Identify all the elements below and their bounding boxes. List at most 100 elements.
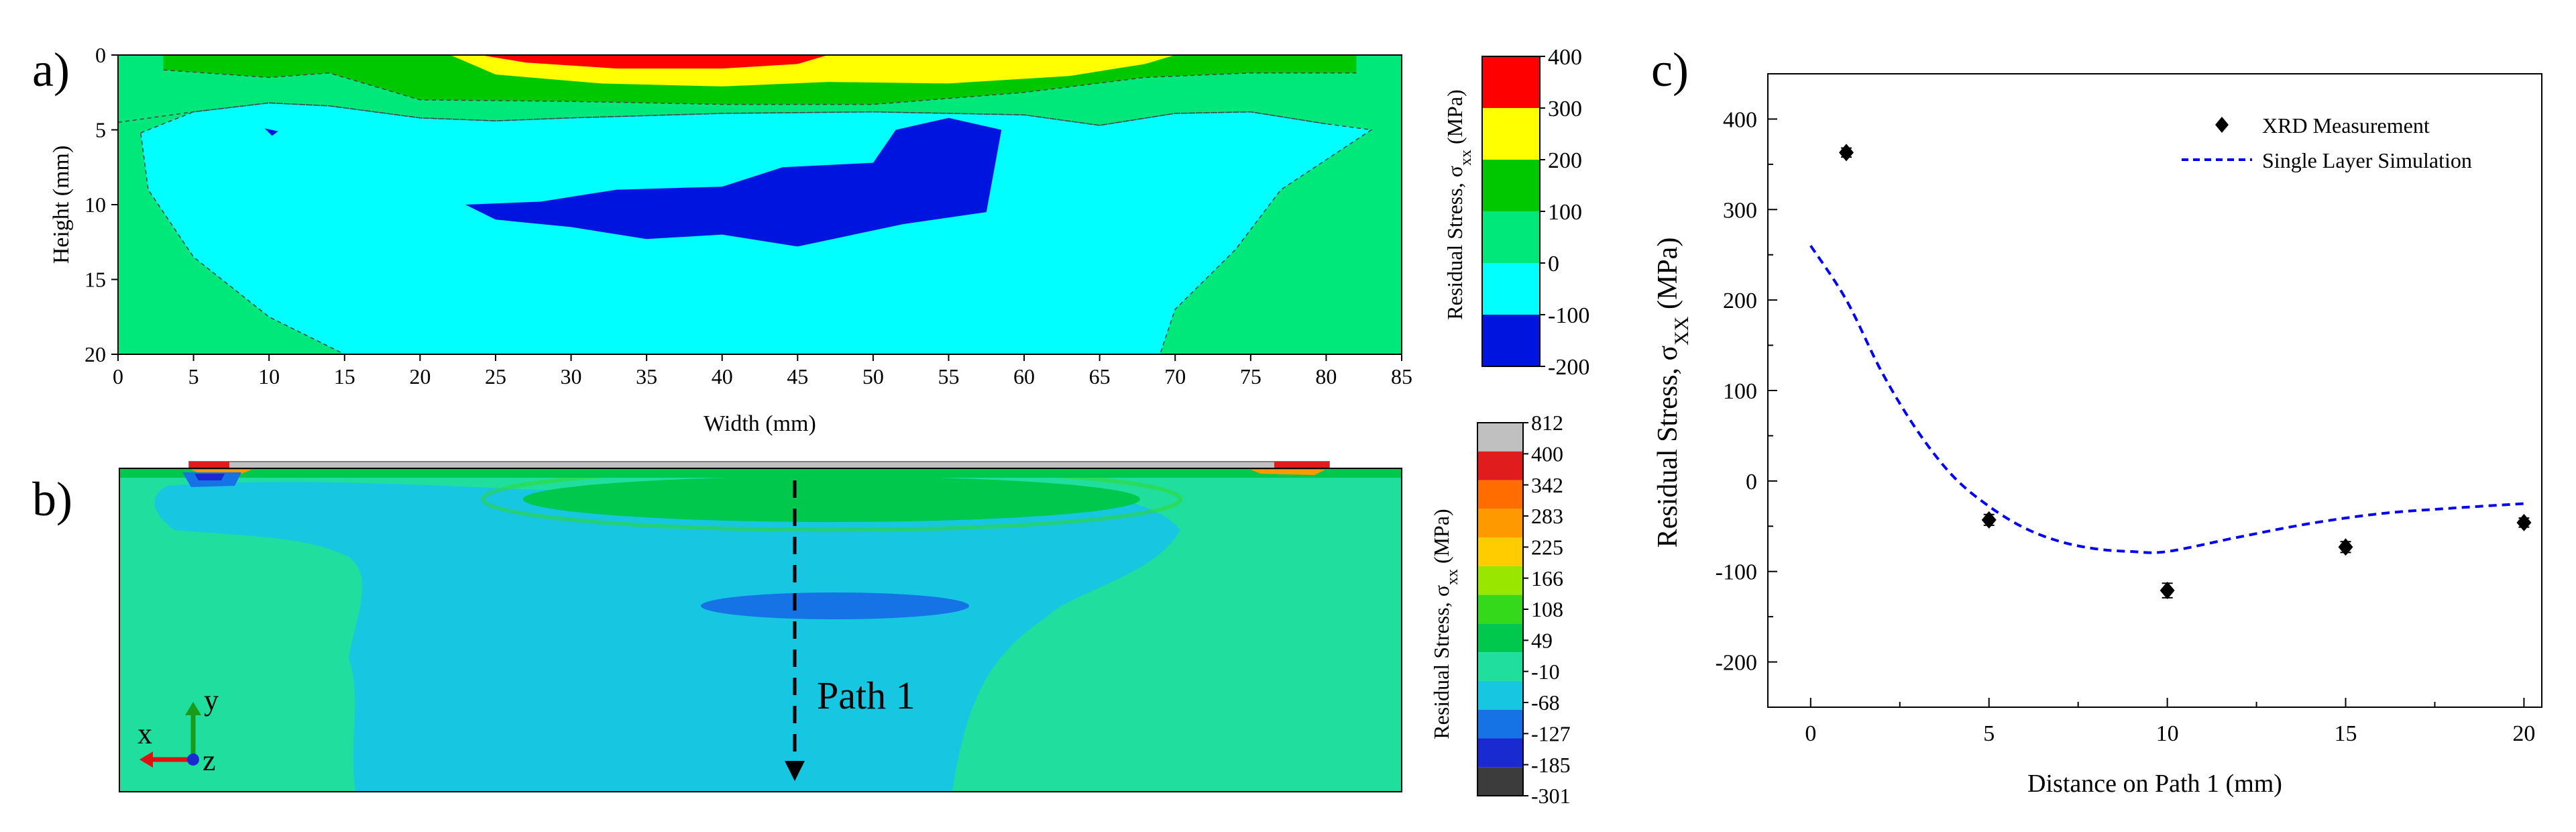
panel-c-label: c): [1651, 43, 1689, 97]
panel-a-x-tick-label: 50: [862, 364, 884, 388]
colorbar-a-tick-label: 300: [1548, 97, 1582, 121]
contour-a-region-speck: [264, 128, 278, 136]
contour-a-region-low: [465, 117, 1002, 247]
panel-c-plot: [1809, 144, 2532, 600]
panel-a-x-tick-label: 15: [334, 364, 355, 388]
panel-a-x-tick-label: 85: [1391, 364, 1412, 388]
colorbar-a-tick-label: -200: [1548, 355, 1589, 380]
panel-b-frame: [119, 468, 1402, 792]
colorbar-b-tick-label: 166: [1531, 566, 1563, 590]
panel-a: 0 5 10 15 20 25 30 35 40 45 50 55 60 65 70 75 80 85 0 5 10 1…: [49, 43, 1412, 436]
panel-a-x-tick-label: 0: [113, 364, 123, 388]
simulation-line: [1809, 245, 2524, 554]
colorbar-b-swatch: [1477, 767, 1523, 796]
panel-c-x-tick-label: 5: [1983, 721, 1995, 746]
colorbar-b-tick-label: -301: [1531, 784, 1571, 808]
panel-c-y-tick-label: 300: [1723, 198, 1757, 223]
colorbar-a-tick-label: 200: [1548, 148, 1582, 173]
colorbar-b-swatch: [1477, 652, 1523, 681]
colorbar-b-tick-label: -185: [1531, 753, 1571, 777]
panel-c: 0 5 10 15 20 -200 -100 0 100 200 300 400 Distance o…: [1653, 73, 2542, 798]
panel-c-y-tick-label: 400: [1723, 107, 1757, 132]
colorbar-b-tick-label: -68: [1531, 690, 1560, 715]
panel-b-label: b): [32, 472, 72, 526]
panel-a-x-tick-label: 70: [1164, 364, 1186, 388]
colorbar-a-tick-label: 400: [1548, 45, 1582, 70]
panel-a-contour-regions: [118, 55, 1374, 354]
colorbar-b-tick-label: 283: [1531, 504, 1563, 528]
panel-c-y-tick-label: -200: [1716, 651, 1757, 676]
colorbar-a-swatch: [1482, 315, 1540, 366]
colorbar-a-label: Residual Stress, σxx (MPa): [1443, 89, 1475, 319]
panel-a-x-tick-label: 80: [1315, 364, 1337, 388]
panel-a-y-axis: 0 5 10 15 20: [85, 43, 118, 366]
colorbar-a-tick-label: 0: [1548, 252, 1559, 276]
panel-c-x-tick-label: 10: [2156, 721, 2179, 746]
panel-a-x-tick-label: 5: [188, 364, 199, 388]
contour-a-line-0: [118, 102, 1327, 126]
triad-y-arrowhead: [185, 702, 201, 715]
contour-b-edge-hot-right: [1247, 468, 1328, 475]
panel-a-y-label: Height (mm): [49, 146, 74, 264]
panel-a-x-tick-label: 45: [787, 364, 808, 388]
panel-a-x-tick-label: 20: [409, 364, 431, 388]
colorbar-b-tick-label: 49: [1531, 629, 1553, 653]
panel-c-y-tick-label: 100: [1723, 379, 1757, 404]
panel-a-y-tick-label: 5: [95, 118, 106, 142]
xrd-point: [1981, 511, 1997, 529]
legend-marker-xrd: [2215, 117, 2229, 133]
xrd-point: [2160, 582, 2175, 600]
panel-a-x-tick-label: 65: [1089, 364, 1111, 388]
contour-b-upper-band-outer: [481, 468, 1182, 532]
contour-b-surface-green: [119, 468, 1402, 478]
legend-label-xrd: XRD Measurement: [2262, 113, 2430, 138]
colorbar-a-swatch: [1482, 263, 1540, 315]
panel-b-contour-regions: [119, 468, 1402, 792]
colorbar-b-swatch: [1477, 537, 1523, 566]
panel-c-y-tick-label: 0: [1746, 470, 1757, 495]
panel-c-y-tick-label: 200: [1723, 289, 1757, 313]
panel-a-y-tick-label: 0: [95, 43, 106, 67]
axes-triad: y x z: [137, 684, 219, 777]
panel-a-x-tick-label: 75: [1240, 364, 1262, 388]
colorbar-b-swatch: [1477, 509, 1523, 538]
panel-a-x-tick-label: 10: [258, 364, 280, 388]
legend-label-sim: Single Layer Simulation: [2262, 148, 2472, 172]
colorbar-a-swatch: [1482, 211, 1540, 263]
weld-layer-right-hot: [1274, 462, 1329, 469]
colorbar-b-swatch: [1477, 738, 1523, 768]
panel-a-y-tick-label: 20: [85, 342, 106, 366]
colorbar-b-tick-label: 400: [1531, 442, 1563, 466]
panel-c-x-tick-label: 20: [2512, 721, 2535, 746]
panel-c-y-label: Residual Stress, σXX (MPa): [1653, 238, 1693, 548]
colorbar-b-tick-label: 108: [1531, 597, 1563, 621]
contour-b-inner-low: [701, 592, 969, 619]
colorbar-b-swatch: [1477, 623, 1523, 653]
panel-c-axes: 0 5 10 15 20 -200 -100 0 100 200 300 400: [1716, 73, 2535, 746]
colorbar-b-tick-label: -127: [1531, 722, 1571, 746]
panel-c-x-label: Distance on Path 1 (mm): [2027, 770, 2282, 798]
panel-a-x-tick-label: 25: [485, 364, 506, 388]
panel-c-legend: XRD Measurement Single Layer Simulation: [2182, 113, 2472, 172]
colorbar-b-swatch: [1477, 566, 1523, 595]
colorbar-b-swatch: [1477, 480, 1523, 509]
colorbar-b-tick-label: 342: [1531, 473, 1563, 497]
contour-a-region-hot: [480, 55, 828, 69]
triad-x-label: x: [137, 717, 152, 750]
contour-b-low: [154, 482, 1181, 792]
panel-b: Path 1 y x z: [119, 461, 1402, 792]
panel-a-x-axis: 0 5 10 15 20 25 30 35 40 45 50 55 60 65 70 75 80 85: [113, 354, 1412, 388]
contour-a-line-1: [163, 69, 1357, 105]
colorbar-b-tick-label: 225: [1531, 535, 1563, 560]
panel-a-label: a): [32, 43, 70, 97]
xrd-point: [2516, 513, 2532, 531]
colorbar-b-swatch: [1477, 709, 1523, 739]
panel-a-x-tick-label: 40: [712, 364, 733, 388]
colorbar-b: 812 400 342 283 225 166 108 49 -10 -68 -127 -185 -30…: [1429, 411, 1571, 808]
contour-b-corner-core: [194, 474, 225, 480]
triad-z-axis: [187, 753, 199, 766]
colorbar-b-swatch: [1477, 594, 1523, 624]
panel-c-x-tick-label: 15: [2335, 721, 2357, 746]
panel-c-y-tick-label: -100: [1716, 560, 1757, 585]
